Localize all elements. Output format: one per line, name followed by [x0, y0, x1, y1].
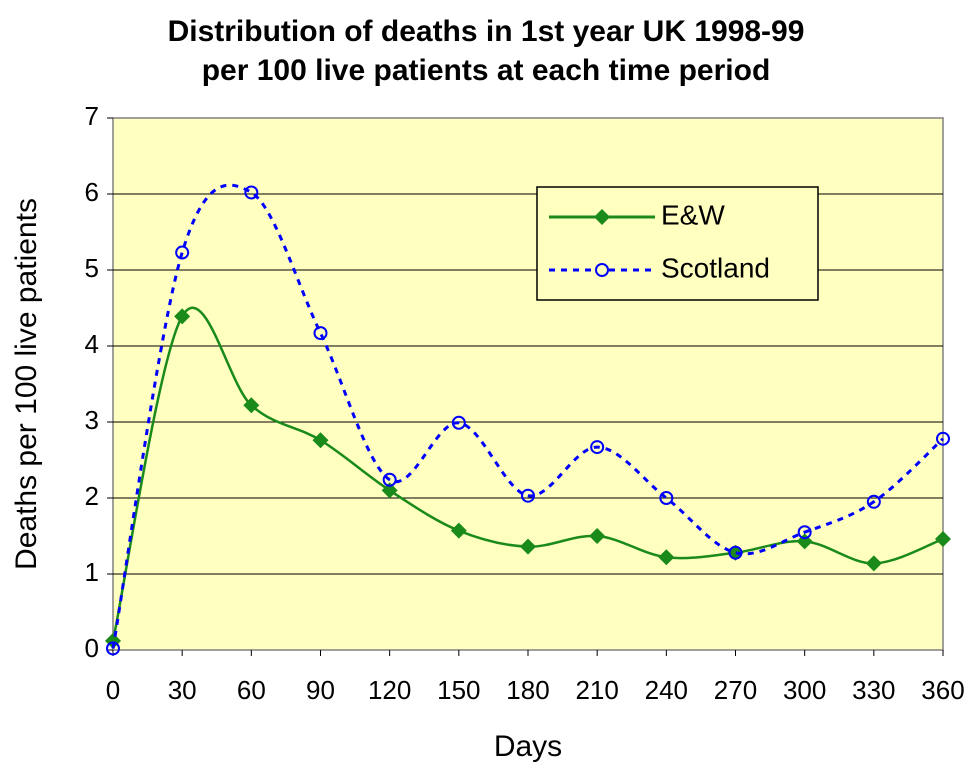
- point: [381, 482, 398, 499]
- y-tick-label: 0: [85, 633, 99, 663]
- series-line: [111, 306, 944, 642]
- point: [659, 491, 674, 505]
- x-tick-label: 330: [852, 675, 895, 705]
- point: [174, 308, 191, 325]
- x-tick-label: 150: [437, 675, 480, 705]
- y-tick-label: 4: [85, 329, 99, 359]
- point: [521, 488, 535, 503]
- point: [935, 531, 951, 548]
- x-tick-label: 300: [783, 675, 826, 705]
- chart-title: Distribution of deaths in 1st year UK 19…: [168, 15, 805, 48]
- legend-marker: [595, 263, 609, 277]
- x-tick-label: 240: [645, 675, 688, 705]
- legend-box: [536, 186, 819, 301]
- point: [520, 538, 536, 555]
- x-tick-label: 30: [168, 675, 197, 705]
- point: [312, 432, 329, 449]
- point: [589, 528, 606, 544]
- y-tick-label: 2: [85, 481, 99, 511]
- x-tick-label: 210: [575, 675, 618, 705]
- point: [936, 431, 950, 446]
- point: [313, 326, 328, 341]
- y-tick-label: 1: [85, 557, 99, 587]
- point: [175, 245, 190, 260]
- point: [450, 522, 467, 539]
- legend-label: Scotland: [661, 252, 770, 283]
- y-tick-label: 5: [85, 253, 99, 283]
- x-tick-label: 60: [237, 675, 266, 705]
- point: [658, 549, 675, 566]
- x-tick-label: 360: [921, 675, 964, 705]
- y-axis-label: Deaths per 100 live patients: [10, 198, 43, 570]
- point: [451, 415, 466, 430]
- point: [382, 472, 397, 487]
- x-tick-label: 270: [714, 675, 757, 705]
- x-tick-label: 120: [368, 675, 411, 705]
- point: [106, 641, 120, 656]
- legend-label: E&W: [661, 199, 725, 230]
- point: [865, 555, 882, 572]
- legend-marker: [594, 209, 610, 225]
- point: [866, 494, 881, 509]
- point: [243, 397, 260, 414]
- x-axis-label: Days: [494, 730, 562, 763]
- point: [797, 525, 812, 540]
- point: [244, 185, 259, 200]
- x-tick-label: 180: [506, 675, 549, 705]
- y-tick-label: 7: [85, 101, 99, 131]
- x-tick-label: 0: [106, 675, 120, 705]
- x-tick-label: 90: [306, 675, 335, 705]
- point: [590, 440, 605, 455]
- point: [728, 545, 743, 560]
- y-tick-label: 3: [85, 405, 99, 435]
- chart-subtitle: per 100 live patients at each time perio…: [202, 54, 771, 87]
- y-tick-label: 6: [85, 177, 99, 207]
